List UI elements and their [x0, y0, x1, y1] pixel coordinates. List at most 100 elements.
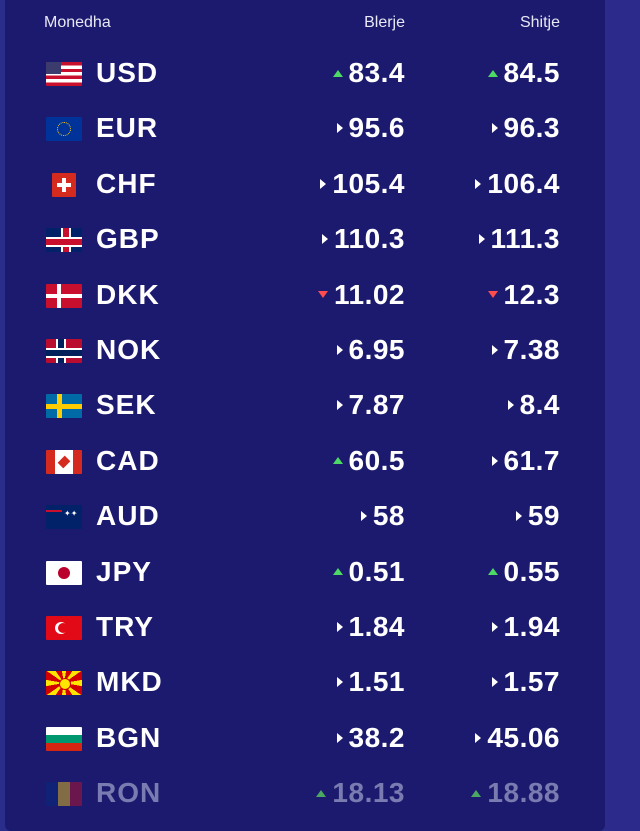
bg-flag-icon: [46, 726, 82, 751]
rate-row-aud: AUD 58 59: [5, 489, 605, 544]
buy-rate: 1.84: [348, 610, 405, 642]
trend-down-icon: [317, 291, 328, 299]
buy-value: 58: [360, 500, 405, 532]
buy-rate: 60.5: [348, 444, 405, 476]
trend-neutral-icon: [336, 400, 343, 411]
sell-value: 96.3: [491, 112, 561, 144]
sell-rate: 59: [527, 500, 560, 532]
mk-flag-icon: [46, 671, 82, 696]
trend-neutral-icon: [360, 511, 367, 522]
sell-rate: 45.06: [487, 721, 560, 753]
trend-neutral-icon: [336, 123, 343, 134]
buy-rate: 18.13: [332, 777, 405, 809]
trend-up-icon: [332, 568, 343, 576]
sell-rate: 1.94: [503, 610, 560, 642]
trend-neutral-icon: [507, 400, 514, 411]
trend-neutral-icon: [491, 344, 498, 355]
rate-row-jpy: JPY 0.51 0.55: [5, 545, 605, 600]
rate-row-usd: USD 83.4 84.5: [5, 46, 605, 101]
sell-value: 45.06: [475, 722, 560, 754]
trend-up-icon: [316, 789, 327, 797]
currency-code: DKK: [96, 278, 160, 310]
sell-rate: 111.3: [490, 223, 560, 255]
currency-code: JPY: [96, 555, 152, 587]
buy-value: 83.4: [332, 57, 406, 89]
trend-neutral-icon: [491, 677, 498, 688]
sell-rate: 61.7: [503, 444, 560, 476]
trend-neutral-icon: [478, 234, 485, 245]
trend-neutral-icon: [475, 732, 482, 743]
trend-neutral-icon: [491, 123, 498, 134]
sell-value: 111.3: [478, 223, 560, 255]
trend-up-icon: [487, 568, 498, 576]
currency-code: AUD: [96, 500, 160, 532]
trend-neutral-icon: [321, 234, 328, 245]
rate-row-dkk: DKK 11.02 12.3: [5, 268, 605, 323]
rate-row-bgn: BGN 38.2 45.06: [5, 711, 605, 766]
sell-rate: 1.57: [503, 666, 560, 698]
sell-value: 1.94: [491, 610, 561, 643]
currency-code: USD: [96, 57, 159, 88]
dk-flag-icon: [46, 283, 82, 308]
trend-down-icon: [487, 291, 498, 299]
au-flag-icon: [46, 505, 82, 530]
rate-row-cad: CAD 60.5 61.7: [5, 434, 605, 489]
rate-row-gbp: GBP 110.3 111.3: [5, 212, 605, 267]
buy-value: 38.2: [336, 721, 406, 754]
sell-column-header: Shitje: [519, 14, 560, 31]
buy-value: 1.84: [336, 610, 406, 643]
buy-rate: 83.4: [348, 57, 405, 88]
buy-rate: 0.51: [348, 555, 405, 587]
jp-flag-icon: [46, 560, 82, 585]
gb-flag-icon: [46, 228, 82, 253]
rate-row-sek: SEK 7.87 8.4: [5, 378, 605, 433]
buy-value: 11.02: [317, 278, 405, 311]
trend-neutral-icon: [336, 732, 343, 743]
trend-neutral-icon: [336, 344, 343, 355]
buy-rate: 6.95: [348, 333, 405, 365]
sell-value: 59: [515, 500, 560, 532]
buy-rate: 105.4: [332, 167, 405, 199]
buy-rate: 38.2: [348, 721, 405, 753]
trend-neutral-icon: [515, 511, 522, 522]
sell-rate: 96.3: [503, 112, 560, 144]
buy-value: 60.5: [332, 444, 406, 477]
sell-value: 61.7: [491, 444, 561, 477]
rate-row-mkd: MKD 1.51 1.57: [5, 655, 605, 710]
sell-rate: 12.3: [503, 278, 560, 310]
ro-flag-icon: [46, 782, 82, 807]
rates-list: USD 83.4 84.5 EUR 95.6 96.3 CHF 105.4 10…: [5, 46, 605, 821]
buy-value: 0.51: [332, 555, 406, 588]
buy-rate: 7.87: [348, 389, 405, 421]
rate-row-ron: RON 18.13 18.88: [5, 766, 605, 821]
sell-rate: 8.4: [519, 389, 560, 421]
tr-flag-icon: [46, 615, 82, 640]
buy-value: 105.4: [320, 168, 405, 200]
buy-value: 18.13: [316, 777, 405, 809]
se-flag-icon: [46, 394, 82, 419]
trend-up-icon: [332, 457, 343, 465]
sell-value: 18.88: [471, 777, 560, 809]
buy-value: 95.6: [336, 112, 406, 144]
currency-code: TRY: [96, 610, 154, 642]
trend-neutral-icon: [491, 621, 498, 632]
trend-neutral-icon: [336, 677, 343, 688]
sell-rate: 7.38: [503, 333, 560, 365]
buy-rate: 58: [372, 500, 405, 532]
currency-code: RON: [96, 777, 162, 809]
currency-code: CAD: [96, 444, 160, 476]
page-background-strip: [605, 0, 640, 831]
currency-code: GBP: [96, 223, 160, 255]
trend-up-icon: [471, 789, 482, 797]
eu-flag-icon: [46, 117, 82, 142]
trend-neutral-icon: [491, 455, 498, 466]
sell-value: 8.4: [507, 389, 560, 421]
sell-rate: 84.5: [503, 57, 560, 88]
currency-column-header: Monedha: [44, 14, 111, 31]
buy-rate: 110.3: [333, 223, 405, 255]
rate-row-try: TRY 1.84 1.94: [5, 600, 605, 655]
currency-code: CHF: [96, 167, 157, 199]
buy-rate: 11.02: [333, 278, 405, 310]
ca-flag-icon: [46, 449, 82, 474]
sell-rate: 106.4: [487, 167, 560, 199]
